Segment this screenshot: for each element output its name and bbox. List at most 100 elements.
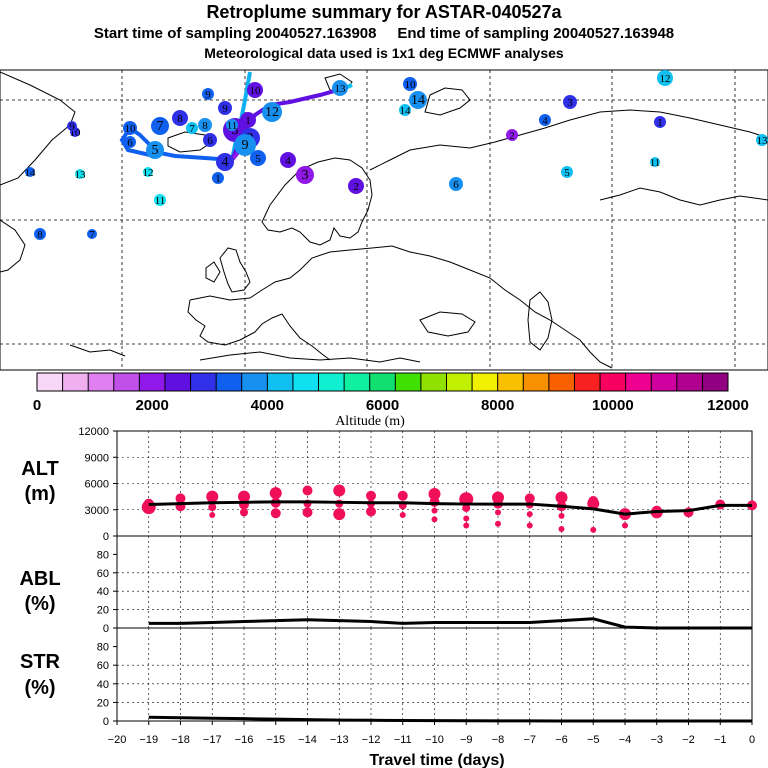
colorbar-swatch [62,373,89,391]
cluster-label: 11 [650,157,661,169]
x-tick-label: −10 [425,734,444,746]
cluster-label: 13 [757,135,768,147]
cluster-label: 9 [69,121,75,133]
cluster-marker [240,112,256,128]
trajectory-map: 1098765432111121314109876543211112131410… [0,69,768,371]
colorbar-tick-label: 0 [33,397,41,414]
cluster-marker [280,152,296,168]
cluster-label: 14 [25,167,37,179]
altitude-point [175,493,186,504]
cluster-marker [67,121,77,131]
colorbar-swatch [497,373,524,391]
met-note: Meteorological data used is 1x1 deg ECMW… [204,45,564,61]
colorbar-swatch [344,373,371,391]
altitude-point [206,490,219,503]
cluster-marker [332,80,348,96]
cluster-marker [409,91,427,109]
cluster-label: 10 [250,85,262,97]
cluster-marker [216,153,234,171]
altitude-point [462,504,471,512]
altitude-point [431,507,438,514]
x-axis-label: Travel time (days) [369,752,504,768]
x-tick-label: −6 [555,734,568,746]
y-tick-label: 20 [97,605,109,617]
altitude-point [302,485,313,496]
cluster-label: 9 [222,103,228,115]
colorbar-swatch [241,373,268,391]
x-tick-label: −8 [492,734,505,746]
cluster-marker [506,129,518,141]
cluster-marker [34,228,46,240]
cluster-label: 7 [89,229,95,241]
colorbar-swatch [600,373,627,391]
x-tick-label: −3 [650,734,663,746]
cluster-label: 10 [70,127,82,139]
cluster-label: 13 [75,169,87,181]
colorbar-swatch [267,373,294,391]
colorbar-swatch [139,373,166,391]
cluster-marker [203,133,217,147]
altitude-point [270,508,281,519]
colorbar-swatch [651,373,678,391]
colorbar-tick-label: 12000 [707,397,749,414]
cluster-marker [348,178,364,194]
altitude-point [240,508,248,517]
cluster-marker [212,172,224,184]
colorbar-tick-label: 10000 [592,397,634,414]
colorbar-swatch [216,373,243,391]
colorbar-swatch [523,373,550,391]
cluster-marker [403,77,417,91]
cluster-label: 10 [125,123,137,135]
cluster-label: 4 [222,155,229,170]
colorbar-swatch [548,373,575,391]
colorbar-swatch [164,373,192,391]
altitude-point [366,490,376,501]
altitude-point [269,487,282,500]
cluster-label: 8 [37,229,43,241]
sampling-times: Start time of sampling 20040527.163908 E… [0,25,768,42]
colorbar-swatch [676,373,703,391]
altitude-point [524,493,535,504]
cluster-marker [250,150,266,166]
cluster-marker [124,136,136,148]
altitude-point [495,520,501,527]
x-tick-label: −14 [298,734,317,746]
cluster-marker [539,114,551,126]
x-tick-label: −2 [682,734,695,746]
colorbar-swatch [625,373,652,391]
cluster-label: 13 [335,83,347,95]
cluster-label: 3 [232,123,239,138]
altitude-point [238,490,250,503]
cluster-label: 4 [542,115,548,127]
altitude-point [495,509,501,516]
colorbar-swatch [574,373,601,391]
altitude-point [366,506,376,517]
x-tick-label: −9 [460,734,473,746]
cluster-marker [296,166,314,184]
x-tick-label: −12 [362,734,381,746]
cluster-marker [657,70,673,86]
cluster-label: 2 [353,181,359,193]
altitude-point [428,488,441,500]
cluster-marker [654,116,666,128]
colorbar-swatch [369,373,396,391]
y-tick-label: 80 [97,642,109,654]
cluster-marker [75,169,85,179]
cluster-marker [143,167,153,177]
x-tick-label: 0 [749,734,755,746]
x-tick-label: −17 [203,734,222,746]
x-tick-label: −18 [171,734,190,746]
end-time-text: End time of sampling 20040527.163948 [397,25,675,42]
x-tick-label: −1 [714,734,727,746]
cluster-marker [218,101,232,115]
colorbar-swatch [292,373,320,391]
altitude-point [302,507,313,518]
cluster-label: 5 [152,143,159,158]
x-tick-label: −7 [523,734,536,746]
cluster-label: 14 [411,93,425,108]
x-tick-label: −19 [139,734,158,746]
panel-ylabel: (%) [24,593,55,615]
altitude-colorbar: 0 2000 4000 6000 8000 10000 12000 [33,372,749,414]
y-tick-label: 6000 [85,479,109,491]
